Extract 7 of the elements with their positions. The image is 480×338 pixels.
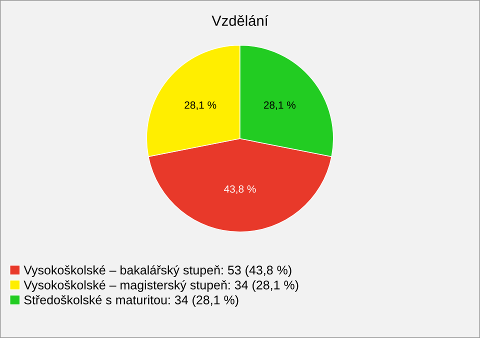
data-label: 28,1 % — [264, 101, 296, 110]
chart-title: Vzdělání — [212, 15, 268, 26]
legend-label: Středoškolské s maturitou: 34 (28,1 %) — [24, 295, 238, 307]
data-label: 28,1 % — [184, 101, 216, 110]
legend-label: Vysokoškolské – bakalářský stupeň: 53 (43,8 %) — [24, 265, 292, 277]
legend-label: Vysokoškolské – magisterský stupeň: 34 (28,1 %) — [24, 280, 298, 292]
data-label: 43,8 % — [224, 185, 256, 194]
